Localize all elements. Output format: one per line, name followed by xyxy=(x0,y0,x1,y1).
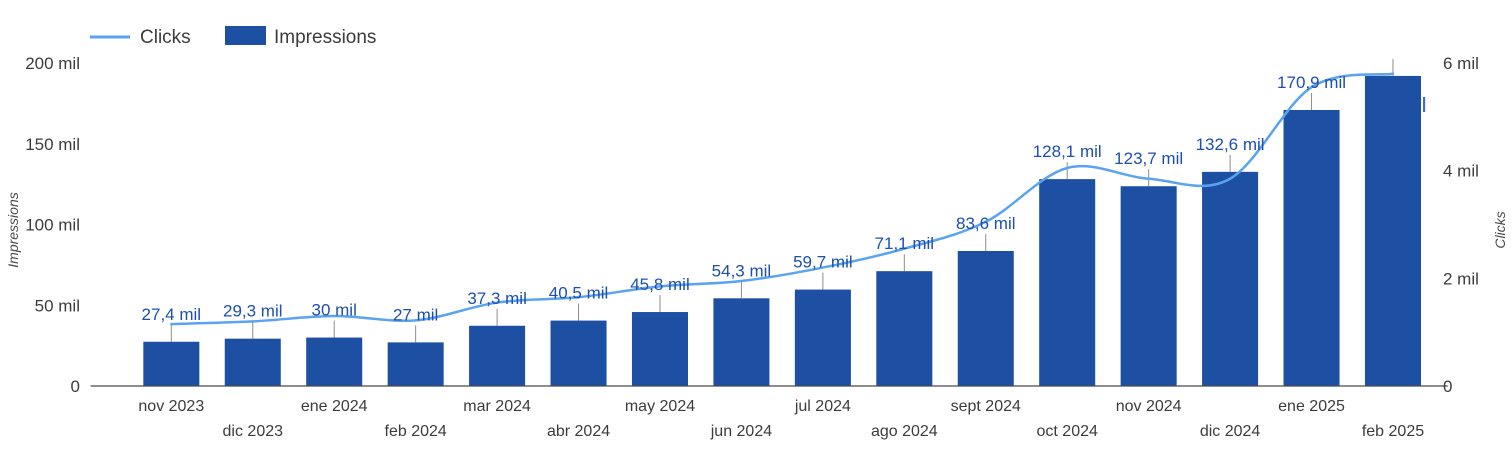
svg-text:83,6 mil: 83,6 mil xyxy=(956,214,1016,233)
svg-text:45,8 mil: 45,8 mil xyxy=(630,275,690,294)
svg-text:Clicks: Clicks xyxy=(1492,211,1508,248)
svg-text:40,5 mil: 40,5 mil xyxy=(549,284,609,303)
svg-text:ene 2024: ene 2024 xyxy=(301,398,368,415)
svg-text:6 mil: 6 mil xyxy=(1443,54,1479,73)
svg-text:Clicks: Clicks xyxy=(140,27,191,48)
svg-text:37,3 mil: 37,3 mil xyxy=(467,289,527,308)
svg-text:200 mil: 200 mil xyxy=(25,54,80,73)
svg-text:ago 2024: ago 2024 xyxy=(871,423,938,440)
svg-text:dic 2024: dic 2024 xyxy=(1200,423,1261,440)
svg-text:132,6 mil: 132,6 mil xyxy=(1196,135,1265,154)
svg-text:29,3 mil: 29,3 mil xyxy=(223,302,283,321)
svg-text:150 mil: 150 mil xyxy=(25,135,80,154)
svg-text:170,9 mil: 170,9 mil xyxy=(1277,73,1346,92)
svg-text:mar 2024: mar 2024 xyxy=(463,398,531,415)
svg-text:feb 2024: feb 2024 xyxy=(385,423,447,440)
svg-text:30 mil: 30 mil xyxy=(312,301,357,320)
svg-text:0: 0 xyxy=(71,377,80,396)
svg-text:oct 2024: oct 2024 xyxy=(1037,423,1098,440)
svg-text:ene 2025: ene 2025 xyxy=(1278,398,1345,415)
svg-text:may 2024: may 2024 xyxy=(625,398,695,415)
svg-text:27,4 mil: 27,4 mil xyxy=(142,305,202,324)
svg-text:jul 2024: jul 2024 xyxy=(794,398,851,415)
svg-text:123,7 mil: 123,7 mil xyxy=(1114,149,1183,168)
svg-text:59,7 mil: 59,7 mil xyxy=(793,253,853,272)
svg-text:100 mil: 100 mil xyxy=(25,216,80,235)
svg-text:jun 2024: jun 2024 xyxy=(710,423,772,440)
svg-text:sept 2024: sept 2024 xyxy=(951,398,1021,415)
svg-text:abr 2024: abr 2024 xyxy=(547,423,610,440)
svg-text:Impressions: Impressions xyxy=(5,192,21,267)
svg-text:50 mil: 50 mil xyxy=(35,296,80,315)
svg-text:54,3 mil: 54,3 mil xyxy=(712,261,772,280)
svg-text:feb 2025: feb 2025 xyxy=(1362,423,1424,440)
svg-text:27 mil: 27 mil xyxy=(393,305,438,324)
svg-text:2 mil: 2 mil xyxy=(1443,269,1479,288)
svg-text:nov 2024: nov 2024 xyxy=(1116,398,1182,415)
svg-text:Impressions: Impressions xyxy=(274,27,376,48)
svg-text:dic 2023: dic 2023 xyxy=(223,423,284,440)
svg-text:71,1 mil: 71,1 mil xyxy=(875,234,935,253)
svg-text:128,1 mil: 128,1 mil xyxy=(1033,142,1102,161)
svg-text:nov 2023: nov 2023 xyxy=(138,398,204,415)
svg-text:4 mil: 4 mil xyxy=(1443,162,1479,181)
